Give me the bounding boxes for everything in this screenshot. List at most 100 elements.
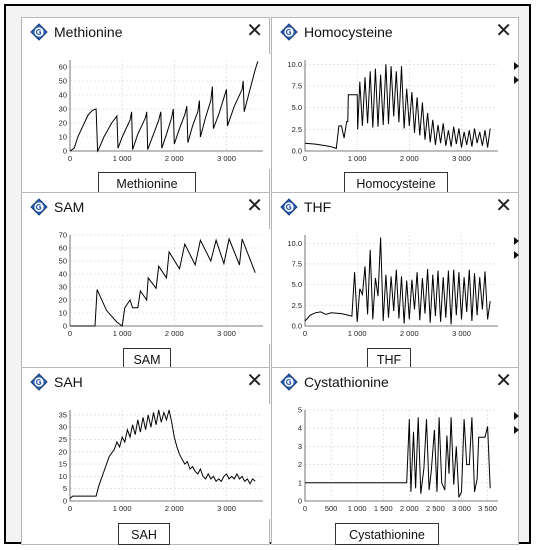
line-chart: 0.0 2.5 5.0 7.5 10.0 0 1 000 2 000 3 000 [287,60,498,163]
close-icon[interactable]: ✕ [246,195,263,217]
x-tick-label: 0 [68,329,72,338]
x-tick-label: 3 000 [217,504,236,513]
y-tick-label: 4 [298,424,302,433]
close-icon[interactable]: ✕ [495,370,512,392]
collapse-arrow-icon[interactable] [514,412,519,420]
close-icon[interactable]: ✕ [495,20,512,42]
x-tick-label: 2 000 [165,329,184,338]
y-tick-label: 10 [59,309,67,318]
y-tick-label: 35 [59,410,67,419]
x-tick-label: 3 000 [217,329,236,338]
x-tick-label: 3 000 [452,329,471,338]
y-tick-label: 0 [63,147,67,156]
x-tick-label: 3 000 [452,154,471,163]
panel-sah: SAH ✕ 0 5 10 15 20 25 30 35 0 1 000 2 000 3 000 SAH [21,367,271,545]
collapse-arrow-icon[interactable] [514,237,519,245]
x-tick-label: 1 000 [348,504,367,513]
x-tick-label: 0 [68,154,72,163]
panel-cystathionine: Cystathionine ✕ 0 1 2 3 4 5 0 500 1 000 1 500 2 000 2… [271,367,519,545]
panel-title: Homocysteine [304,24,393,40]
gi-app-icon [280,373,298,391]
chart-area: 0 1 2 3 4 5 0 500 1 000 1 500 2 000 2 500 3 000 3 500 [277,404,506,519]
x-tick-label: 2 500 [426,504,445,513]
y-tick-label: 60 [59,63,67,72]
y-tick-label: 0.0 [292,322,302,331]
axes [69,410,263,502]
y-tick-label: 30 [59,283,67,292]
y-tick-label: 60 [59,244,67,253]
line-chart: 0 5 10 15 20 25 30 35 0 1 000 2 000 3 000 [59,409,263,513]
axes [69,235,263,327]
y-tick-label: 5 [298,406,302,415]
axes [304,235,498,327]
y-tick-label: 50 [59,77,67,86]
panel-titlebar[interactable]: Methionine ✕ [22,18,269,46]
y-tick-label: 0.0 [292,147,302,156]
y-tick-label: 7.5 [292,82,302,91]
chart-label: THF [367,348,411,370]
y-tick-label: 2.5 [292,125,302,134]
gi-app-icon [30,23,48,41]
y-tick-label: 70 [59,231,67,240]
panel-titlebar[interactable]: SAM ✕ [22,193,269,221]
panel-methionine: Methionine ✕ 0 10 20 30 40 50 60 0 1 000 2 000 3 000… [21,17,271,197]
x-tick-label: 2 000 [165,504,184,513]
chart-label: Methionine [98,172,196,194]
gi-app-icon [280,198,298,216]
panel-sam: SAM ✕ 0 10 20 30 40 50 60 70 0 1 000 2 000 3 000 SAM [21,192,271,372]
gi-app-icon [280,23,298,41]
chart-area: 0 5 10 15 20 25 30 35 0 1 000 2 000 3 000 [42,404,271,519]
collapse-arrow-icon[interactable] [514,251,519,259]
y-tick-label: 30 [59,105,67,114]
collapse-arrow-icon[interactable] [514,62,519,70]
x-tick-label: 2 000 [400,329,419,338]
close-icon[interactable]: ✕ [246,20,263,42]
y-tick-label: 0 [298,497,302,506]
gi-app-icon [30,198,48,216]
collapse-arrow-icon[interactable] [514,426,519,434]
y-tick-label: 5.0 [292,280,302,289]
x-tick-label: 3 000 [452,504,471,513]
line-chart: 0 10 20 30 40 50 60 70 0 1 000 2 000 3 000 [59,231,263,338]
y-tick-label: 20 [59,119,67,128]
y-tick-label: 15 [59,460,67,469]
chart-area: 0.0 2.5 5.0 7.5 10.0 0 1 000 2 000 3 000 [277,54,506,169]
panel-titlebar[interactable]: Cystathionine ✕ [272,368,518,396]
x-tick-label: 2 000 [165,154,184,163]
line-chart: 0 10 20 30 40 50 60 0 1 000 2 000 3 000 [59,60,263,163]
gi-app-icon [30,373,48,391]
y-tick-label: 20 [59,296,67,305]
x-tick-label: 2 000 [400,504,419,513]
series-line-sah [69,409,256,499]
y-tick-label: 5 [63,484,67,493]
x-tick-label: 1 000 [113,504,132,513]
close-icon[interactable]: ✕ [495,195,512,217]
series-line-thf [304,237,491,325]
panel-title: Methionine [54,24,123,40]
collapse-arrow-icon[interactable] [514,76,519,84]
chart-label: Homocysteine [344,172,448,194]
chart-area: 0 10 20 30 40 50 60 70 0 1 000 2 000 3 000 [42,229,271,344]
y-tick-label: 1 [298,478,302,487]
y-tick-label: 30 [59,423,67,432]
x-tick-label: 1 500 [374,504,393,513]
x-tick-label: 1 000 [113,154,132,163]
x-tick-label: 2 000 [400,154,419,163]
panel-title: SAH [54,374,83,390]
y-tick-label: 2 [298,460,302,469]
panel-homocysteine: Homocysteine ✕ 0.0 2.5 5.0 7.5 10.0 0 1 000 2 000… [271,17,519,197]
chart-area: 0 10 20 30 40 50 60 0 1 000 2 000 3 000 [42,54,271,169]
panel-titlebar[interactable]: THF ✕ [272,193,518,221]
close-icon[interactable]: ✕ [246,370,263,392]
panel-titlebar[interactable]: Homocysteine ✕ [272,18,518,46]
series-line-homocysteine [304,64,491,150]
y-tick-label: 3 [298,442,302,451]
y-tick-label: 20 [59,447,67,456]
axes [304,60,498,152]
y-tick-label: 40 [59,91,67,100]
panel-title: SAM [54,199,85,215]
gi-app-icon [30,198,48,216]
panel-titlebar[interactable]: SAH ✕ [22,368,269,396]
chart-label: Cystathionine [335,523,439,545]
y-tick-label: 7.5 [292,259,302,268]
